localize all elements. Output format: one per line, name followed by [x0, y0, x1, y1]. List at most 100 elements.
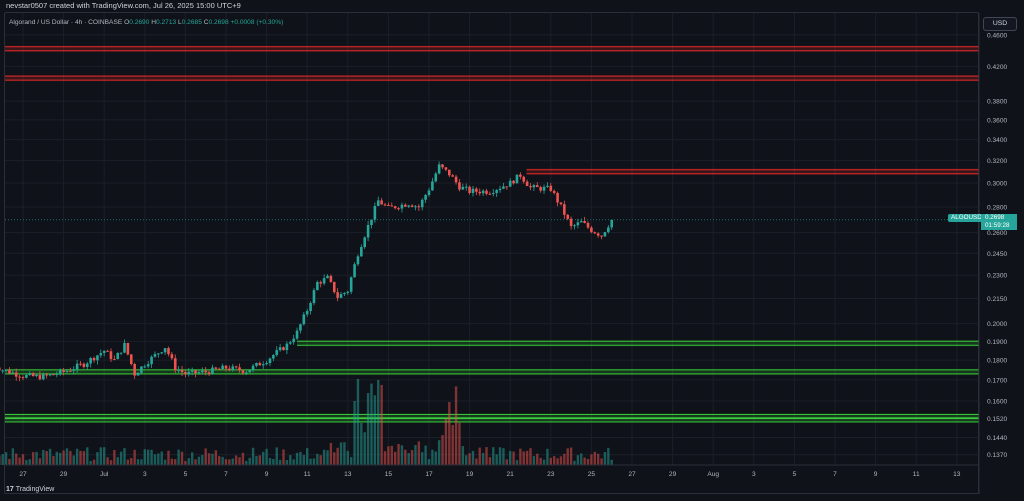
candle-body	[576, 222, 580, 226]
volume-bar	[329, 442, 333, 465]
volume-bar	[485, 447, 488, 465]
volume-bar	[339, 442, 343, 465]
candle-body	[282, 347, 285, 351]
candle-body	[150, 356, 153, 365]
volume-bar	[593, 451, 596, 465]
candle-body	[65, 370, 69, 372]
volume-bar	[475, 458, 478, 465]
candle-body	[410, 205, 414, 207]
volume-bar	[519, 448, 522, 465]
candle-body	[532, 185, 536, 188]
level-zone-support	[5, 368, 979, 375]
volume-bar	[45, 451, 48, 465]
volume-bar	[431, 449, 434, 465]
candle-body	[488, 193, 492, 195]
volume-bar	[410, 450, 414, 465]
volume-bar	[549, 457, 552, 465]
volume-bar	[552, 456, 556, 465]
candle-body	[475, 188, 478, 192]
volume-bar	[153, 454, 157, 465]
candle-body	[512, 180, 515, 184]
volume-bar	[231, 458, 234, 465]
volume-bar	[441, 435, 444, 465]
volume-bar	[539, 457, 542, 465]
volume-bar	[336, 447, 339, 465]
candle-body	[8, 369, 11, 374]
volume-bar	[201, 454, 204, 465]
candle-body	[481, 190, 485, 194]
candle-body	[360, 247, 363, 257]
candle-body	[312, 290, 316, 304]
candle-body	[214, 367, 218, 369]
volume-bar	[11, 448, 15, 465]
volume-bar	[498, 447, 502, 465]
candle-body	[441, 164, 444, 168]
y-tick-label: 0.2600	[987, 230, 1008, 237]
candle-body	[123, 342, 126, 353]
volume-bar	[393, 451, 397, 465]
candle-body	[535, 185, 539, 188]
volume-bar	[79, 450, 82, 465]
candle-body	[248, 370, 251, 373]
volume-bar	[289, 455, 292, 465]
candle-body	[508, 180, 512, 187]
candle-body	[157, 353, 160, 355]
volume-bar	[312, 458, 316, 465]
high-label: H	[151, 19, 156, 26]
x-tick-label: 27	[19, 471, 27, 478]
x-tick-label: 15	[385, 471, 393, 478]
candle-body	[211, 367, 214, 375]
candle-body	[471, 188, 475, 193]
volume-bar	[421, 452, 424, 465]
x-tick-label: 5	[184, 471, 188, 478]
currency-button[interactable]: USD	[983, 17, 1017, 31]
y-tick-label: 0.1800	[987, 358, 1008, 365]
volume-bar	[363, 432, 366, 465]
candle-body	[299, 324, 302, 331]
volume-bar	[566, 448, 569, 465]
candle-body	[1, 370, 4, 372]
candle-body	[397, 208, 400, 210]
volume-bar	[465, 455, 468, 465]
candle-body	[373, 205, 377, 220]
candle-body	[288, 342, 292, 344]
candle-body	[569, 218, 573, 227]
volume-bar	[448, 402, 451, 465]
volume-bar	[170, 458, 174, 465]
candle-body	[167, 348, 170, 355]
x-tick-label: Jul	[100, 471, 109, 478]
candle-body	[505, 186, 509, 188]
candle-body	[261, 364, 265, 366]
candle-body	[451, 175, 454, 177]
volume-bar	[370, 383, 373, 465]
candle-body	[119, 352, 123, 354]
candle-body	[559, 202, 563, 205]
volume-bar	[218, 456, 221, 465]
candle-body	[234, 366, 238, 368]
volume-bar	[25, 460, 28, 465]
candle-body	[302, 314, 306, 325]
candle-body	[255, 362, 258, 366]
candle-body	[458, 182, 461, 190]
candle-body	[539, 187, 542, 191]
candle-body	[343, 292, 346, 295]
candle-body	[424, 195, 427, 200]
volume-bar	[407, 453, 410, 465]
volume-bar	[238, 457, 241, 465]
tradingview-logo-icon: 17	[6, 486, 14, 493]
y-tick-label: 0.2000	[987, 321, 1008, 328]
low-label: L	[178, 19, 182, 26]
volume-bar	[461, 446, 465, 465]
candle-body	[434, 173, 438, 182]
x-tick-label: 19	[466, 471, 474, 478]
volume-bar	[333, 452, 336, 465]
candle-body	[417, 206, 421, 208]
volume-bar	[326, 450, 329, 465]
candle-body	[278, 347, 282, 351]
volume-bar	[258, 455, 262, 465]
footer-logo[interactable]: 17 TradingView	[6, 486, 54, 493]
volume-bar	[278, 459, 282, 465]
volume-bar	[221, 456, 224, 465]
candle-body	[69, 370, 72, 372]
